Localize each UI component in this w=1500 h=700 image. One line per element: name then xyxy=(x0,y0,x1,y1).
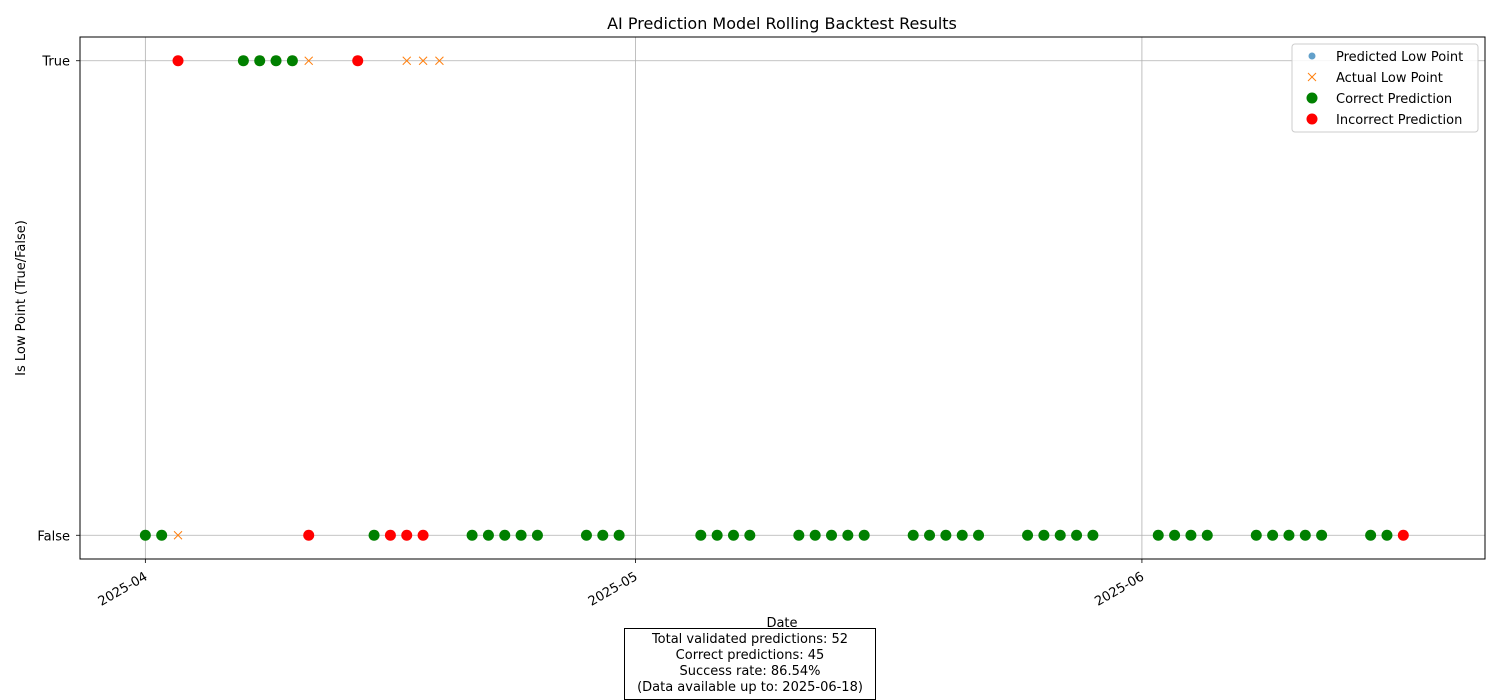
x-axis-label: Date xyxy=(766,616,797,631)
legend-label-actual-low-point: Actual Low Point xyxy=(1336,71,1443,86)
x-tick-label: 2025-06 xyxy=(1092,569,1147,609)
y-tick-label: False xyxy=(37,529,70,544)
axis-ticks: 2025-04 2025-05 2025-06 False True xyxy=(37,55,1147,610)
correct-prediction-point xyxy=(368,529,380,541)
incorrect-prediction-point xyxy=(172,55,184,67)
actual-low-point-point xyxy=(435,56,444,66)
summary-correct: Correct predictions: 45 xyxy=(675,648,825,663)
legend-marker-incorrect-prediction xyxy=(1306,113,1318,125)
correct-prediction-point xyxy=(1169,529,1181,541)
incorrect-prediction-point xyxy=(303,529,315,541)
legend-box xyxy=(1291,43,1479,133)
correct-prediction-point xyxy=(842,529,854,541)
correct-prediction-point xyxy=(809,529,821,541)
correct-prediction-point xyxy=(826,529,838,541)
correct-prediction-point xyxy=(973,529,985,541)
correct-prediction-point xyxy=(1365,529,1377,541)
x-stroke xyxy=(304,56,314,66)
incorrect-prediction-point xyxy=(417,529,429,541)
correct-prediction-point xyxy=(613,529,625,541)
correct-prediction-point xyxy=(858,529,870,541)
correct-prediction-point xyxy=(1250,529,1262,541)
correct-prediction-point xyxy=(1087,529,1099,541)
actual-low-point-point xyxy=(304,56,314,66)
correct-prediction-point xyxy=(1071,529,1083,541)
legend-label-predicted-low-point: Predicted Low Point xyxy=(1336,50,1463,65)
correct-prediction-point xyxy=(1316,529,1328,541)
legend-marker-actual-low-point xyxy=(1307,72,1317,82)
correct-prediction-point xyxy=(727,529,739,541)
correct-prediction-point xyxy=(1267,529,1279,541)
correct-prediction-point xyxy=(139,529,151,541)
x-stroke xyxy=(435,56,444,66)
correct-prediction-point xyxy=(793,529,805,541)
x-stroke xyxy=(402,56,412,66)
y-tick-label: True xyxy=(41,55,70,70)
legend-marker-correct-prediction xyxy=(1306,92,1318,104)
chart-marks xyxy=(139,55,1409,541)
correct-prediction-point xyxy=(711,529,723,541)
correct-prediction-point xyxy=(1381,529,1393,541)
actual-low-point-point xyxy=(402,56,412,66)
correct-prediction-point xyxy=(1201,529,1213,541)
x-stroke xyxy=(173,530,183,540)
correct-prediction-point xyxy=(1054,529,1066,541)
incorrect-prediction-point xyxy=(352,55,364,67)
x-tick-label: 2025-04 xyxy=(96,569,151,609)
actual-low-point-point xyxy=(418,56,428,66)
correct-prediction-point xyxy=(286,55,298,67)
actual-low-point-series xyxy=(173,56,444,540)
correct-prediction-point xyxy=(695,529,707,541)
x-tick-label: 2025-05 xyxy=(586,569,641,609)
correct-prediction-point xyxy=(156,529,168,541)
correct-prediction-point xyxy=(580,529,592,541)
correct-prediction-point xyxy=(515,529,527,541)
actual-low-point-point xyxy=(173,530,183,540)
correct-prediction-point xyxy=(940,529,952,541)
incorrect-prediction-series xyxy=(172,55,1409,541)
plot-frame xyxy=(79,36,1486,560)
y-axis-label: Is Low Point (True/False) xyxy=(14,220,29,376)
correct-prediction-point xyxy=(466,529,478,541)
correct-prediction-point xyxy=(237,55,249,67)
correct-prediction-point xyxy=(1299,529,1311,541)
correct-prediction-point xyxy=(597,529,609,541)
correct-prediction-point xyxy=(924,529,936,541)
correct-prediction-point xyxy=(270,55,282,67)
correct-prediction-point xyxy=(254,55,266,67)
legend-marker-predicted-low-point xyxy=(1308,52,1316,60)
legend-label-correct-prediction: Correct Prediction xyxy=(1336,92,1452,107)
summary-box: Total validated predictions: 52 Correct … xyxy=(624,628,876,700)
correct-prediction-point xyxy=(744,529,756,541)
chart-title: AI Prediction Model Rolling Backtest Res… xyxy=(607,14,957,33)
legend: Predicted Low Point Actual Low Point Corre… xyxy=(1291,43,1479,133)
correct-prediction-point xyxy=(1038,529,1050,541)
correct-prediction-point xyxy=(907,529,919,541)
incorrect-prediction-point xyxy=(1397,529,1409,541)
summary-rate: Success rate: 86.54% xyxy=(679,664,821,679)
summary-data-until: (Data available up to: 2025-06-18) xyxy=(637,680,863,695)
summary-total: Total validated predictions: 52 xyxy=(651,632,849,647)
correct-prediction-point xyxy=(1152,529,1164,541)
correct-prediction-point xyxy=(1185,529,1197,541)
grid-lines xyxy=(80,37,1485,559)
correct-prediction-point xyxy=(1283,529,1295,541)
correct-prediction-point xyxy=(482,529,494,541)
x-stroke xyxy=(1307,72,1317,82)
correct-prediction-point xyxy=(1022,529,1034,541)
correct-prediction-series xyxy=(139,55,1393,541)
correct-prediction-point xyxy=(956,529,968,541)
incorrect-prediction-point xyxy=(401,529,413,541)
correct-prediction-point xyxy=(531,529,543,541)
x-stroke xyxy=(418,56,428,66)
incorrect-prediction-point xyxy=(384,529,396,541)
correct-prediction-point xyxy=(499,529,511,541)
legend-label-incorrect-prediction: Incorrect Prediction xyxy=(1336,113,1462,128)
